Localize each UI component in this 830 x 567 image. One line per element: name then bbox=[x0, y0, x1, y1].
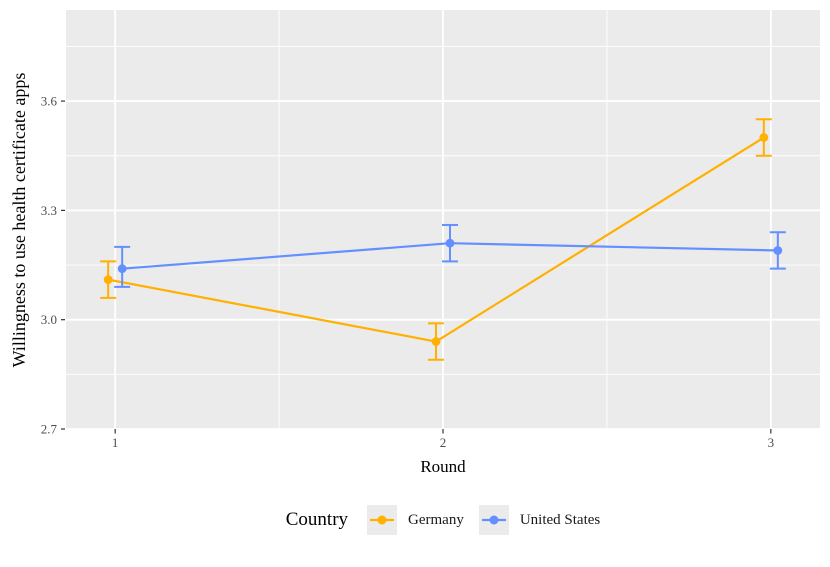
legend-item-united-states: United States bbox=[478, 505, 601, 535]
legend: Country Germany United States bbox=[56, 498, 830, 542]
x-tick-label: 2 bbox=[440, 435, 447, 450]
data-point-germany bbox=[759, 133, 769, 142]
x-tick-label: 1 bbox=[112, 435, 119, 450]
data-point-united-states bbox=[773, 246, 783, 255]
legend-label-germany: Germany bbox=[408, 511, 464, 528]
x-tick-label: 3 bbox=[768, 435, 775, 450]
y-tick-label: 2.7 bbox=[41, 421, 58, 436]
legend-key-germany bbox=[367, 505, 398, 535]
chart-canvas: 2.7 3.0 3.3 3.6 1 2 3 Round Willingness to use… bbox=[9, 10, 820, 476]
x-axis-title: Round bbox=[420, 457, 466, 476]
legend-title: Country bbox=[285, 509, 349, 530]
data-point-united-states bbox=[445, 238, 455, 248]
legend-item-germany: Germany bbox=[367, 505, 464, 535]
legend-glyph-line-point-icon bbox=[481, 515, 506, 525]
legend-glyph-line-point-icon bbox=[370, 515, 395, 525]
y-tick-label: 3.0 bbox=[41, 312, 57, 327]
y-tick-label: 3.6 bbox=[41, 94, 58, 109]
data-point-germany bbox=[103, 275, 113, 285]
data-point-united-states bbox=[117, 264, 127, 274]
chart-generated-layer: 2.7 3.0 3.3 3.6 1 2 3 bbox=[41, 10, 820, 450]
legend-key-united-states bbox=[478, 505, 509, 535]
legend-label-united-states: United States bbox=[519, 511, 601, 528]
y-tick-label: 3.3 bbox=[41, 203, 57, 218]
y-axis-title: Willingness to use health certificate ap… bbox=[9, 73, 29, 368]
data-point-germany bbox=[431, 337, 441, 346]
